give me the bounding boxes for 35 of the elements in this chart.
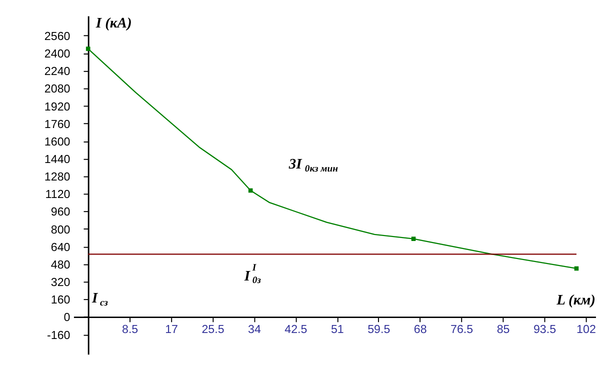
x-tick-label: 42.5 — [284, 322, 308, 336]
y-tick-label: 2080 — [44, 82, 70, 96]
y-tick-label: 960 — [50, 206, 70, 219]
y-tick-label: 2560 — [44, 30, 70, 43]
x-tick-label: 93.5 — [533, 322, 556, 336]
y-tick-label: 1440 — [44, 152, 70, 166]
y-tick-label: 1600 — [44, 135, 70, 148]
y-tick-label: 320 — [50, 276, 70, 290]
y-tick-label: 2240 — [44, 65, 70, 78]
annotation: 3I0кз мин — [288, 156, 339, 175]
y-tick-label: 640 — [50, 240, 70, 254]
point — [86, 46, 90, 51]
y-tick-label: 1920 — [44, 100, 70, 114]
y-tick-label: -160 — [47, 328, 70, 342]
y-tick-label: 480 — [50, 258, 70, 272]
x-tick-label: 8.5 — [122, 322, 138, 336]
y-tick-label: 1120 — [45, 188, 70, 202]
x-tick-label: 68 — [414, 322, 427, 336]
y-tick-label: 1280 — [44, 170, 70, 184]
y-tick-label: 160 — [50, 294, 70, 307]
x-tick-label: 59.5 — [368, 322, 390, 336]
y-tick-label: 1760 — [44, 118, 70, 131]
y-tick-label: 0 — [64, 311, 70, 324]
x-tick-label: 34 — [248, 322, 262, 336]
x-tick-label: 17 — [165, 322, 178, 336]
x-tick-label: 102 — [576, 322, 596, 336]
x-tick-label: 85 — [496, 322, 510, 336]
point — [411, 236, 416, 241]
x-tick-label: 51 — [330, 322, 344, 336]
y-tick-label: 2400 — [44, 48, 70, 61]
y-axis-title: I (кА) — [94, 15, 132, 32]
x-tick-label: 76.5 — [450, 322, 474, 336]
x-tick-label: 25.5 — [202, 322, 224, 336]
x-axis-title: L (км) — [556, 292, 596, 308]
y-tick-label: 800 — [50, 223, 70, 236]
